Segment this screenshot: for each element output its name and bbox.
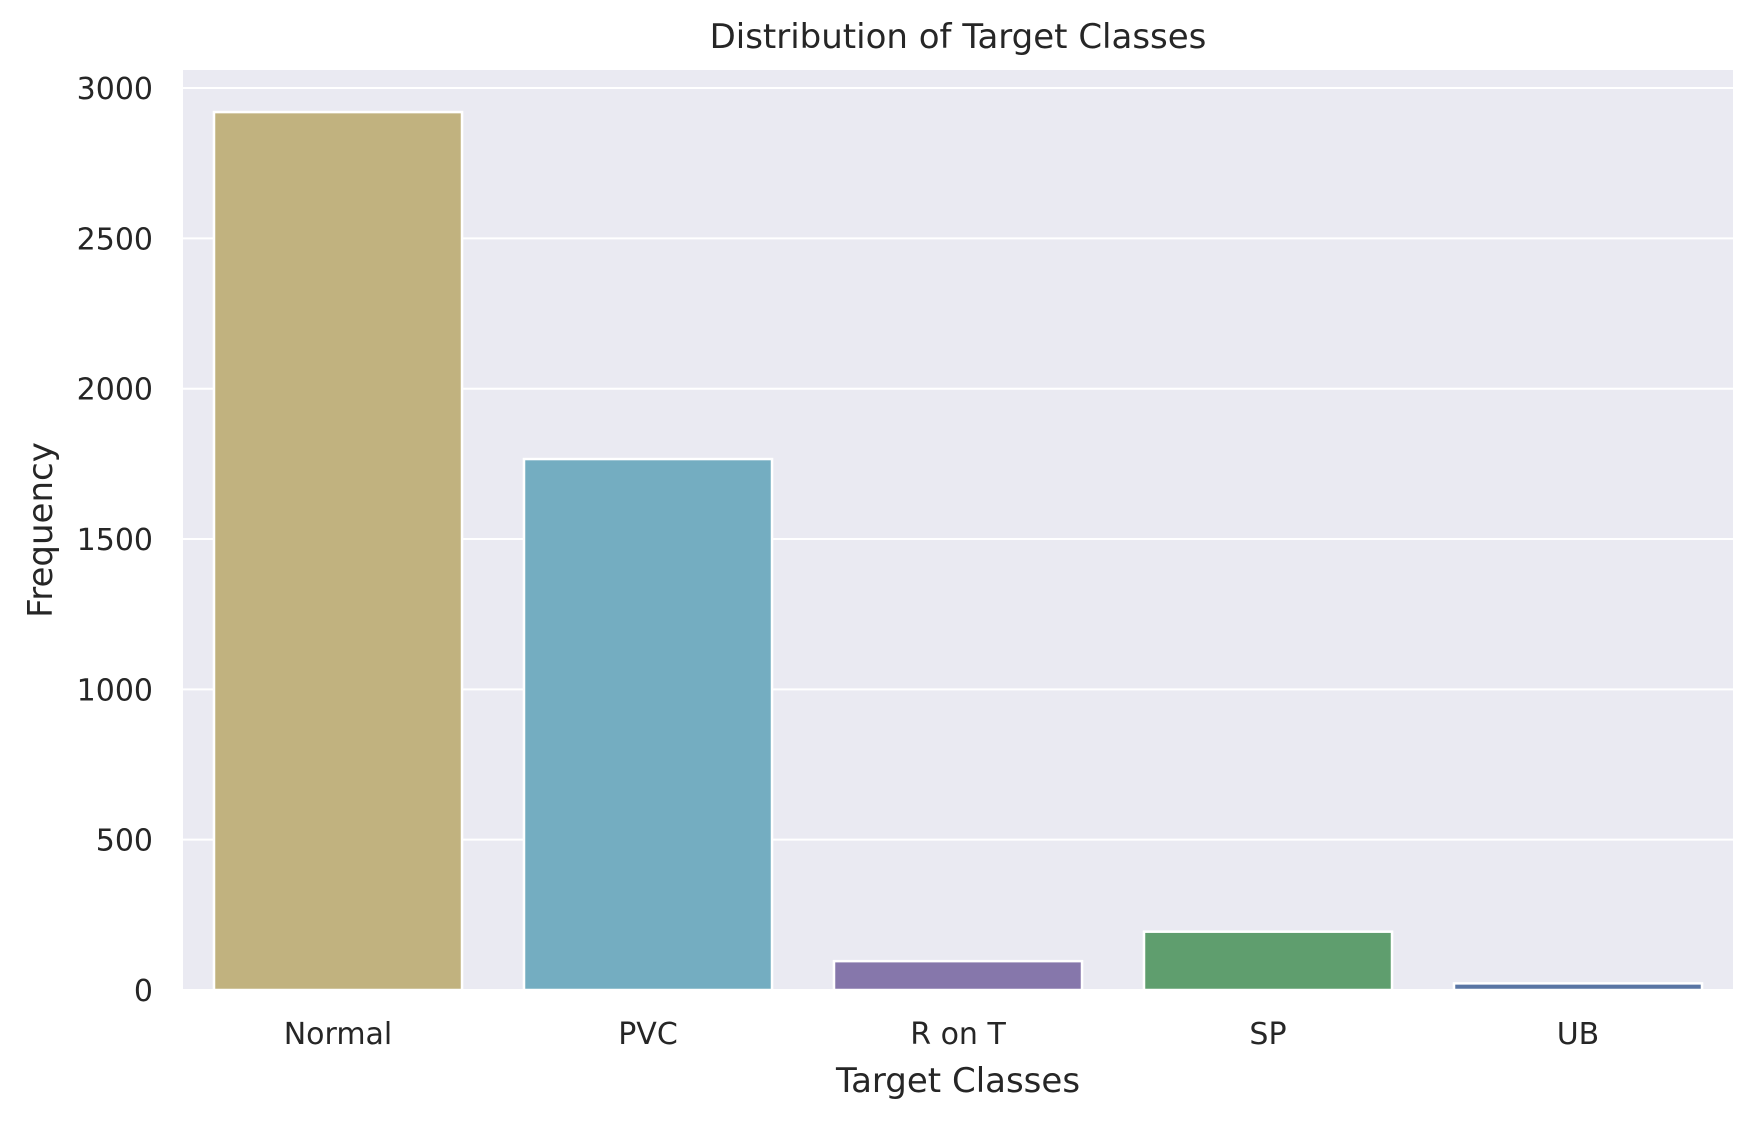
y-tick-label: 2500: [77, 222, 153, 257]
x-axis-label: Target Classes: [835, 1061, 1080, 1101]
x-tick-labels: Normal PVC R on T SP UB: [284, 1017, 1600, 1052]
y-tick-label: 1000: [77, 673, 153, 708]
y-tick-label: 1500: [77, 523, 153, 558]
bars: [212, 110, 1704, 992]
bar-pvc: [522, 457, 774, 992]
y-tick-labels: 0 500 1000 1500 2000 2500 3000: [77, 72, 153, 1009]
x-tick-label: SP: [1249, 1017, 1286, 1052]
y-tick-label: 2000: [77, 373, 153, 408]
x-tick-label: UB: [1557, 1017, 1600, 1052]
x-tick-label: PVC: [618, 1017, 678, 1052]
chart-title: Distribution of Target Classes: [710, 17, 1207, 57]
bar-sp: [1142, 930, 1394, 992]
y-tick-label: 0: [134, 974, 153, 1009]
x-tick-label: Normal: [284, 1017, 393, 1052]
y-tick-label: 3000: [77, 72, 153, 107]
bar-ub: [1452, 982, 1704, 992]
y-tick-label: 500: [96, 824, 153, 859]
y-axis-label: Frequency: [21, 442, 61, 618]
bar-r-on-t: [832, 959, 1084, 992]
bar-normal: [212, 110, 464, 992]
x-tick-label: R on T: [910, 1017, 1006, 1052]
